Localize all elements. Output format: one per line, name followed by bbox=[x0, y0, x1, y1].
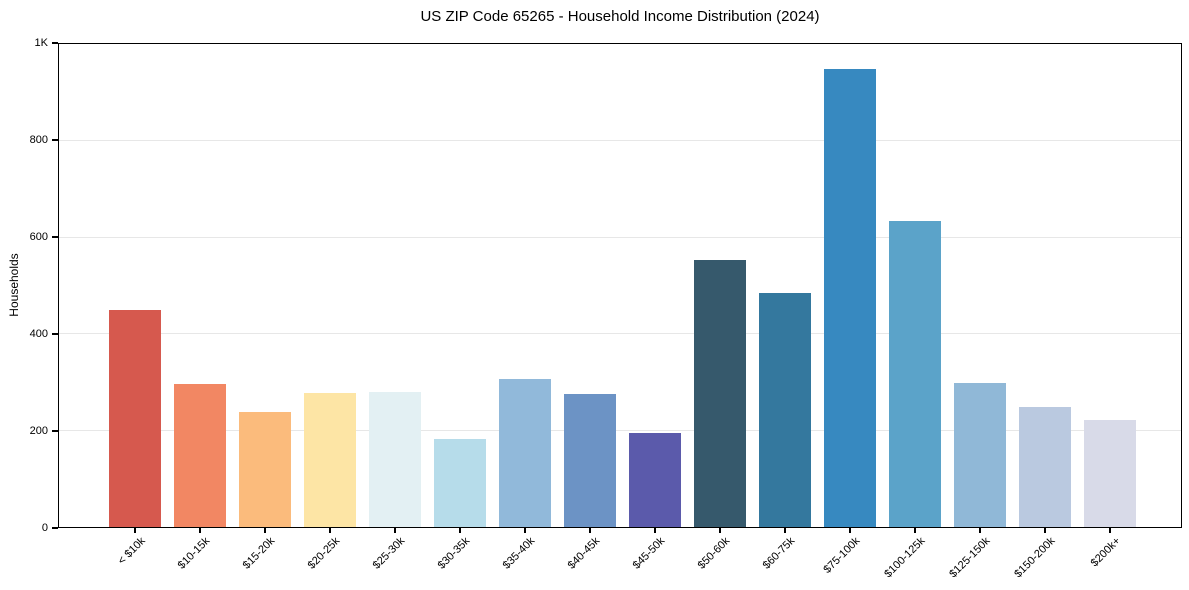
bar bbox=[563, 393, 616, 527]
y-tick-mark bbox=[52, 236, 58, 238]
y-tick-label: 1K bbox=[34, 37, 48, 49]
x-tick-mark bbox=[199, 528, 201, 533]
x-tick-mark bbox=[849, 528, 851, 533]
x-tick-mark bbox=[784, 528, 786, 533]
x-tick-mark bbox=[329, 528, 331, 533]
x-tick-label-text: $10-15k bbox=[175, 535, 213, 572]
x-tick-label-text: $45-50k bbox=[630, 535, 668, 572]
x-tick-mark bbox=[914, 528, 916, 533]
y-tick-mark bbox=[52, 333, 58, 335]
y-tick-mark bbox=[52, 139, 58, 141]
x-tick-mark bbox=[1044, 528, 1046, 533]
x-tick-mark bbox=[1109, 528, 1111, 533]
x-tick-label-text: $35-40k bbox=[500, 535, 538, 572]
x-tick-mark bbox=[589, 528, 591, 533]
x-tick-label-text: $25-30k bbox=[370, 535, 408, 572]
x-tick-mark bbox=[524, 528, 526, 533]
bar bbox=[823, 69, 876, 527]
y-tick-label: 800 bbox=[29, 134, 48, 146]
plot-area bbox=[58, 43, 1182, 528]
bar bbox=[953, 383, 1006, 527]
gridline bbox=[59, 429, 1181, 431]
y-tick-label: 200 bbox=[29, 425, 48, 437]
y-axis-label: Households bbox=[7, 253, 21, 317]
bar bbox=[1018, 406, 1071, 527]
bar bbox=[238, 412, 291, 527]
y-tick-mark bbox=[52, 430, 58, 432]
y-tick-mark bbox=[52, 42, 58, 44]
gridline bbox=[59, 333, 1181, 335]
x-tick-mark bbox=[394, 528, 396, 533]
bar bbox=[433, 438, 486, 527]
bar bbox=[693, 259, 746, 527]
x-tick-label-text: $100-125k bbox=[882, 535, 928, 581]
x-tick-label-text: $50-60k bbox=[695, 535, 733, 572]
x-tick-mark bbox=[264, 528, 266, 533]
chart-title: US ZIP Code 65265 - Household Income Dis… bbox=[420, 8, 820, 25]
bar bbox=[108, 310, 161, 527]
bar bbox=[498, 378, 551, 527]
x-tick-mark bbox=[979, 528, 981, 533]
x-tick-label-text: $15-20k bbox=[240, 535, 278, 572]
bar bbox=[758, 292, 811, 527]
x-tick-label-text: $40-45k bbox=[565, 535, 603, 572]
grid-layer bbox=[59, 44, 1181, 527]
x-tick-mark bbox=[459, 528, 461, 533]
y-tick-mark bbox=[52, 527, 58, 529]
bars-layer bbox=[59, 44, 1181, 527]
x-tick-label-text: $200k+ bbox=[1088, 535, 1123, 570]
bar bbox=[303, 392, 356, 527]
x-tick-label-text: $20-25k bbox=[305, 535, 343, 572]
gridline bbox=[59, 236, 1181, 238]
x-tick-label-text: $150-200k bbox=[1012, 535, 1058, 581]
x-tick-mark bbox=[654, 528, 656, 533]
x-tick-mark bbox=[134, 528, 136, 533]
y-tick-label: 600 bbox=[29, 231, 48, 243]
x-tick-mark bbox=[719, 528, 721, 533]
x-tick-label-text: $60-75k bbox=[760, 535, 798, 572]
y-tick-label: 400 bbox=[29, 328, 48, 340]
bar bbox=[368, 392, 421, 527]
x-tick-label-text: < $10k bbox=[115, 535, 148, 568]
x-tick-label-text: $30-35k bbox=[435, 535, 473, 572]
bar bbox=[173, 384, 226, 527]
x-tick-label-text: $75-100k bbox=[821, 535, 863, 576]
y-tick-label: 0 bbox=[41, 522, 48, 534]
gridline bbox=[59, 140, 1181, 142]
bar bbox=[1083, 420, 1136, 527]
x-tick-label-text: $125-150k bbox=[947, 535, 993, 581]
bar bbox=[628, 432, 681, 527]
bar bbox=[888, 220, 941, 527]
